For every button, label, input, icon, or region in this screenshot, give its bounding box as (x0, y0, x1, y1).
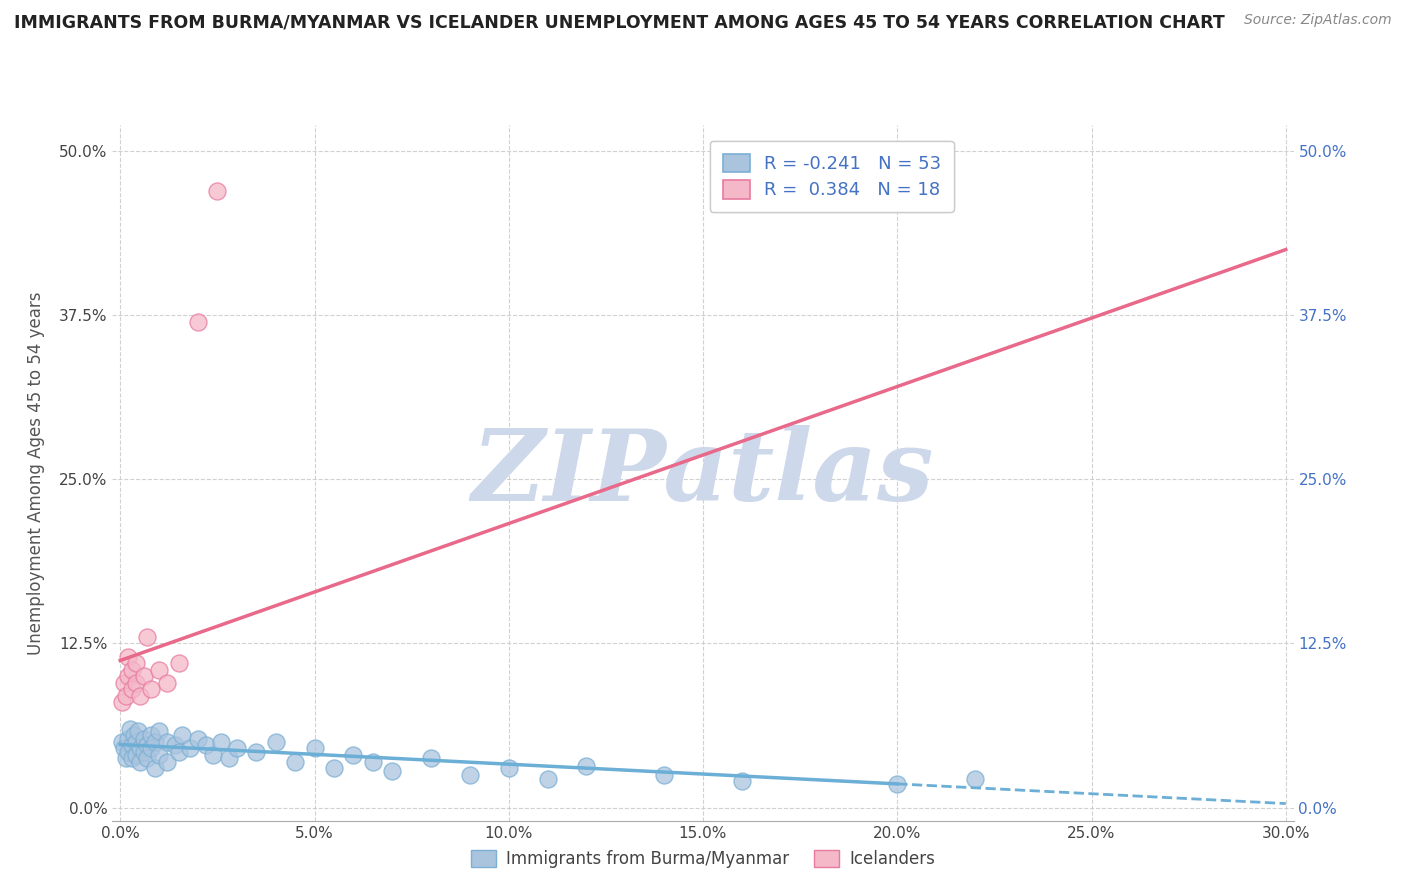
Point (245, 745, 267, 759)
Point (136, 630, 159, 644)
Point (141, 741, 163, 756)
Point (156, 735, 179, 749)
Point (575, 758, 598, 772)
Point (304, 741, 326, 756)
Point (143, 761, 166, 775)
Point (148, 724, 170, 739)
Point (115, 689, 138, 703)
Point (458, 767, 481, 781)
Point (148, 663, 170, 677)
Point (536, 772, 558, 786)
Point (141, 728, 163, 742)
Point (361, 755, 384, 769)
Point (111, 696, 134, 710)
Point (218, 750, 240, 764)
Point (121, 738, 143, 752)
Point (381, 764, 404, 778)
Point (172, 728, 194, 742)
Point (156, 675, 179, 690)
Point (284, 755, 307, 769)
Point (498, 761, 520, 775)
Point (136, 750, 159, 764)
Point (264, 735, 287, 749)
Point (209, 735, 232, 749)
Point (125, 656, 148, 670)
Legend: Immigrants from Burma/Myanmar, Icelanders: Immigrants from Burma/Myanmar, Icelander… (464, 843, 942, 875)
Point (187, 732, 209, 747)
Point (111, 735, 134, 749)
Point (128, 689, 150, 703)
Point (143, 735, 166, 749)
Point (167, 656, 190, 670)
Point (187, 315, 209, 329)
Point (163, 738, 186, 752)
Point (202, 747, 225, 762)
Point (342, 747, 364, 762)
Point (963, 772, 986, 786)
Point (886, 777, 908, 791)
Point (179, 741, 201, 756)
Point (112, 741, 135, 756)
Point (125, 735, 148, 749)
Text: Source: ZipAtlas.com: Source: ZipAtlas.com (1244, 13, 1392, 28)
Point (125, 675, 148, 690)
Point (207, 184, 229, 198)
Point (112, 675, 135, 690)
Point (117, 649, 139, 664)
Point (118, 722, 141, 736)
Point (136, 738, 159, 752)
Point (323, 761, 346, 775)
Y-axis label: Unemployment Among Ages 45 to 54 years: Unemployment Among Ages 45 to 54 years (27, 291, 45, 655)
Point (117, 669, 139, 683)
Point (731, 774, 754, 789)
Point (156, 755, 179, 769)
Point (121, 663, 143, 677)
Point (121, 682, 143, 697)
Point (225, 741, 247, 756)
Text: IMMIGRANTS FROM BURMA/MYANMAR VS ICELANDER UNEMPLOYMENT AMONG AGES 45 TO 54 YEAR: IMMIGRANTS FROM BURMA/MYANMAR VS ICELAND… (14, 13, 1225, 31)
Point (132, 732, 155, 747)
Point (128, 755, 150, 769)
Point (141, 682, 163, 697)
Point (148, 747, 170, 762)
Point (128, 741, 150, 756)
Legend: R = -0.241   N = 53, R =  0.384   N = 18: R = -0.241 N = 53, R = 0.384 N = 18 (710, 141, 953, 212)
Point (194, 738, 217, 752)
Point (167, 745, 190, 759)
Point (125, 747, 148, 762)
Point (420, 750, 443, 764)
Point (121, 750, 143, 764)
Point (127, 724, 149, 739)
Point (122, 728, 145, 742)
Point (117, 745, 139, 759)
Text: ZIPatlas: ZIPatlas (472, 425, 934, 521)
Point (115, 750, 138, 764)
Point (117, 732, 139, 747)
Point (132, 669, 155, 683)
Point (652, 767, 675, 781)
Point (132, 745, 155, 759)
